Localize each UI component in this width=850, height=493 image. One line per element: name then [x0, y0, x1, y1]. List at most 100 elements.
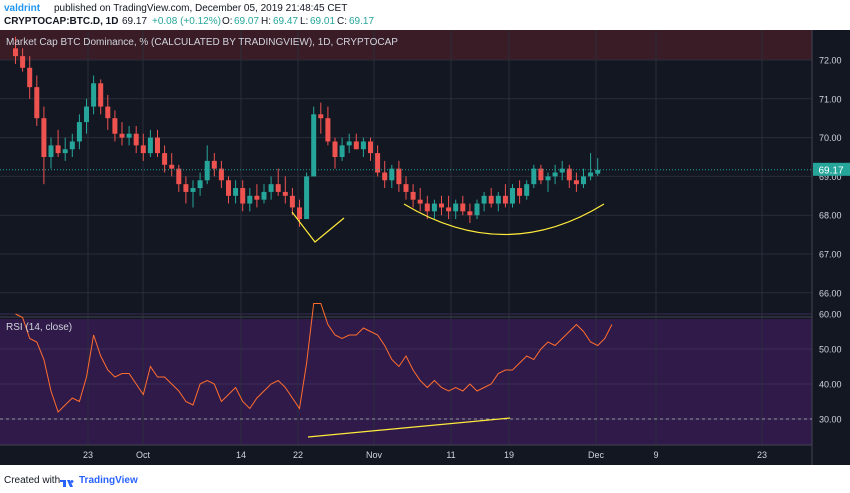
candle: [531, 164, 537, 189]
candle: [424, 195, 430, 220]
candle-body: [289, 195, 295, 208]
candle: [275, 168, 281, 196]
candle: [55, 129, 61, 157]
candle: [13, 36, 18, 64]
candle-body: [389, 168, 395, 181]
high-value: 69.47: [273, 16, 299, 27]
high-label: H:: [261, 16, 271, 27]
candle: [155, 129, 160, 157]
candle-body: [524, 184, 530, 196]
candle-body: [204, 160, 210, 181]
candle-body: [573, 180, 579, 185]
candle-body: [531, 168, 537, 185]
candle: [595, 158, 601, 177]
candle: [240, 180, 246, 212]
candle: [495, 191, 501, 212]
candle-body: [190, 188, 196, 192]
candle: [446, 195, 452, 220]
candle-body: [240, 188, 246, 204]
chart-canvas[interactable]: 66.00 67.00 68.00 69.00 70.00 71.00 72.00 30.0…: [0, 30, 850, 465]
drawings[interactable]: [291, 203, 605, 438]
candle-body: [27, 67, 33, 88]
candle: [488, 188, 494, 208]
candle-body: [48, 145, 54, 157]
candle-body: [119, 133, 125, 138]
candle-body: [410, 191, 416, 200]
candle: [133, 125, 139, 154]
candle: [126, 125, 132, 146]
price-tick-label: 72.00: [819, 56, 842, 66]
price-tick-label: 70.00: [819, 133, 842, 143]
price-tick-label: 71.00: [819, 94, 842, 104]
candle: [176, 164, 182, 192]
open-value: 69.07: [234, 16, 260, 27]
candle: [112, 110, 118, 142]
candle-body: [275, 184, 281, 192]
candle: [140, 133, 146, 161]
rounded-bottom-drawing[interactable]: [403, 203, 605, 235]
candle-body: [453, 203, 459, 212]
candle: [517, 180, 523, 204]
candle: [467, 203, 473, 223]
candle-body: [254, 195, 260, 200]
candle: [375, 145, 381, 177]
candle: [247, 188, 253, 212]
candle-body: [538, 168, 544, 181]
candle-body: [105, 106, 111, 119]
candle: [190, 180, 196, 208]
candle: [304, 172, 310, 220]
candle-body: [495, 195, 501, 204]
price-tick-label: 68.00: [819, 211, 842, 221]
price-tick-label: 67.00: [819, 250, 842, 260]
candle-body: [13, 48, 18, 57]
candle-body: [595, 169, 601, 174]
change-value: +0.08 (+0.12%): [152, 16, 221, 27]
tradingview-brand-link[interactable]: TradingView: [79, 475, 138, 486]
close-value: 69.17: [349, 16, 375, 27]
rsi-tick-label: 50.00: [819, 345, 842, 355]
candle-body: [84, 106, 89, 123]
candle-body: [76, 122, 82, 142]
candle-body: [20, 56, 26, 68]
candle-body: [311, 114, 317, 177]
candle-body: [41, 118, 47, 157]
candle: [410, 184, 416, 208]
candle: [559, 160, 565, 181]
candle-body: [446, 207, 452, 212]
candle: [20, 48, 26, 72]
candle: [360, 137, 366, 157]
candle-body: [424, 203, 430, 212]
author-link[interactable]: valdrint: [4, 3, 41, 14]
chart-area[interactable]: 66.00 67.00 68.00 69.00 70.00 71.00 72.00 30.0…: [0, 30, 850, 465]
candle: [368, 137, 373, 161]
candle-body: [147, 137, 153, 154]
candle: [332, 137, 338, 169]
candle: [545, 172, 551, 192]
candle: [417, 188, 423, 212]
rsi-trendline-drawing[interactable]: [307, 417, 511, 438]
close-label: C:: [337, 16, 347, 27]
v-bottom-drawing[interactable]: [291, 211, 345, 243]
time-tick-label: 9: [653, 450, 658, 460]
candle: [119, 122, 125, 146]
candle: [91, 75, 97, 115]
candle-body: [588, 172, 594, 177]
time-tick-label: 23: [83, 450, 93, 460]
candle-body: [502, 195, 508, 204]
candle-body: [233, 188, 239, 196]
candle-body: [517, 188, 523, 196]
footer: Created with TradingView: [0, 466, 850, 492]
candle-body: [183, 184, 189, 192]
candle: [254, 184, 260, 208]
candle-body: [98, 83, 104, 107]
candle: [566, 164, 572, 189]
candle: [147, 129, 153, 157]
candle-body: [140, 145, 146, 154]
candle-body: [375, 153, 381, 173]
candle-body: [325, 118, 331, 142]
candle-body: [282, 191, 288, 196]
candle: [453, 199, 459, 220]
candle-body: [297, 207, 302, 220]
candle-body: [382, 172, 388, 181]
candle-body: [211, 160, 217, 169]
